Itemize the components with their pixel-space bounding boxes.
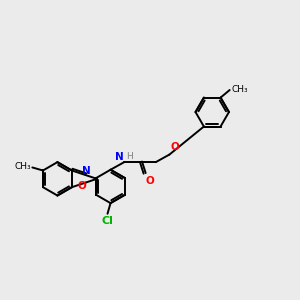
Text: H: H	[126, 152, 133, 160]
Text: Cl: Cl	[102, 216, 113, 226]
Text: CH₃: CH₃	[14, 162, 31, 171]
Text: O: O	[145, 176, 154, 186]
Text: N: N	[82, 167, 91, 176]
Text: O: O	[78, 181, 86, 190]
Text: N: N	[115, 152, 124, 161]
Text: CH₃: CH₃	[231, 85, 248, 94]
Text: O: O	[171, 142, 180, 152]
